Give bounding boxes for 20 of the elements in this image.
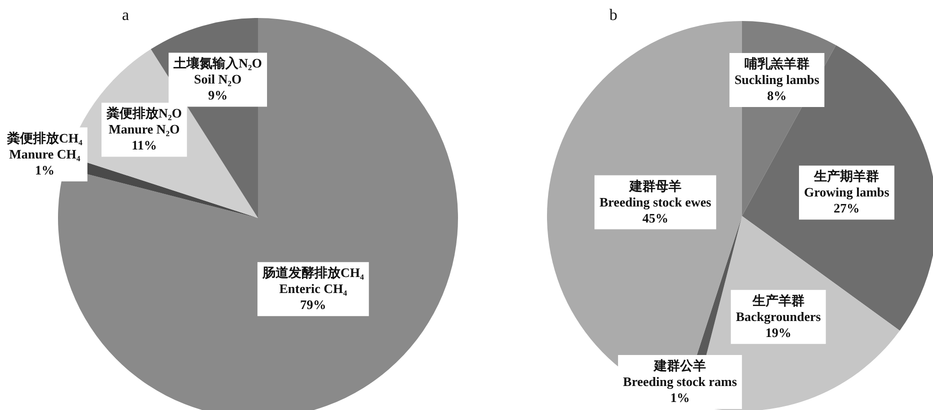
data-label: 19% — [765, 324, 792, 340]
slice-label: 建群母羊 Breeding stock ewes — [599, 178, 712, 210]
data-label: 9% — [208, 88, 228, 103]
slice-label: 生产期羊群 Growing lambs — [804, 168, 890, 200]
slice-label: 肠道发酵排放CH₄ Enteric CH₄ — [261, 265, 364, 296]
data-label: 45% — [642, 210, 668, 226]
data-label: 8% — [767, 88, 787, 104]
slice-label: 土壤氮输入N₂O Soil N₂O — [172, 56, 262, 87]
data-label: 11% — [132, 138, 157, 153]
title: b — [609, 7, 618, 24]
slice-label: 哺乳羔羊群 Suckling lambs — [734, 56, 820, 88]
data-label: 1% — [34, 162, 54, 178]
data-label: 79% — [300, 297, 326, 312]
slice-label: 粪便排放CH₄ Manure CH₄ — [6, 130, 82, 162]
data-label: 27% — [834, 200, 860, 216]
title: a — [122, 7, 130, 24]
data-label: 1% — [670, 390, 690, 405]
slice-label: 生产羊群 Backgrounders — [736, 292, 821, 324]
slice-label: 粪便排放N₂O Manure N₂O — [106, 106, 182, 137]
slice-label: 建群公羊 Breeding stock rams — [623, 358, 737, 389]
